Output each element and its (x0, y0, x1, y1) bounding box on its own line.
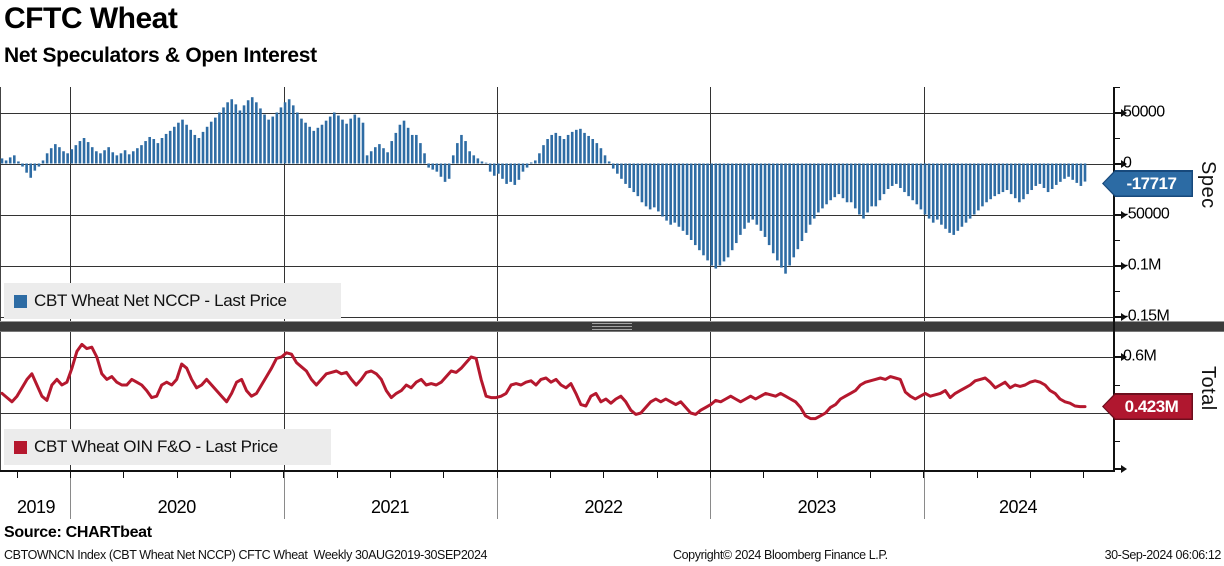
x-minor-tick (763, 472, 765, 478)
y-tick-arrow-icon (1121, 159, 1127, 168)
x-minor-tick (176, 472, 178, 478)
x-minor-tick (336, 472, 338, 478)
x-year-label: 2019 (16, 497, 56, 517)
y-major-tick (1114, 264, 1122, 267)
y-tick-arrow-icon (1121, 312, 1127, 321)
page-subtitle: Net Speculators & Open Interest (4, 44, 317, 67)
legend-spec[interactable]: CBT Wheat Net NCCP - Last Price (4, 283, 341, 319)
total-last-value-text: 0.423M (1103, 394, 1192, 419)
y-major-tick (1114, 315, 1122, 318)
x-minor-tick (16, 472, 18, 478)
legend-spec-label: CBT Wheat Net NCCP - Last Price (34, 291, 287, 310)
y-major-tick (1114, 213, 1122, 216)
y-tick-arrow-icon (1121, 353, 1127, 361)
y-minor-tick (1114, 441, 1120, 442)
x-minor-tick (656, 472, 658, 478)
x-minor-tick (816, 472, 818, 478)
timestamp: 30-Sep-2024 06:06:12 (1104, 548, 1222, 562)
spec-last-value-text: -17717 (1103, 171, 1192, 196)
gridline-h (0, 316, 1113, 318)
x-minor-tick (869, 472, 871, 478)
x-minor-tick (1083, 472, 1085, 478)
y-major-tick (1114, 162, 1122, 165)
x-minor-tick (1029, 472, 1031, 478)
y-minor-tick (1114, 138, 1120, 139)
year-separator (497, 471, 498, 519)
gridline-h (0, 265, 1113, 267)
x-minor-tick (443, 472, 445, 478)
gridline-h (0, 112, 1113, 114)
y-tick-arrow-icon (1121, 261, 1127, 270)
x-year-label: 2020 (157, 497, 197, 517)
x-minor-tick (550, 472, 551, 478)
y-tick-label: 50000 (1123, 103, 1165, 121)
y-tick-label: 0 (1123, 154, 1132, 172)
copyright-note: Copyright© 2024 Bloomberg Finance L.P. (673, 548, 888, 562)
y-tick-arrow-icon (1121, 108, 1127, 117)
x-minor-tick (923, 472, 925, 478)
x-minor-tick (230, 472, 232, 478)
y-tick-label: -50000 (1123, 205, 1170, 223)
legend-total[interactable]: CBT Wheat OIN F&O - Last Price (4, 429, 331, 465)
gridline-h (0, 413, 1113, 414)
year-separator (710, 471, 711, 519)
panel-divider-grip[interactable] (592, 323, 632, 330)
right-axis-line (1113, 87, 1115, 472)
spec-last-value-badge: -17717 (1102, 170, 1193, 197)
spec-axis-title: Spec (1197, 161, 1219, 209)
legend-spec-swatch-icon (14, 294, 27, 308)
legend-total-swatch-icon (14, 440, 27, 454)
year-separator (283, 471, 285, 519)
x-year-label: 2023 (797, 497, 837, 517)
y-major-tick (1114, 468, 1122, 470)
y-major-tick (1114, 356, 1122, 358)
y-tick-label: -0.1M (1123, 256, 1162, 274)
spec-bar-chart (0, 97, 1087, 274)
page-title: CFTC Wheat (4, 2, 178, 35)
gridline-v (710, 87, 711, 470)
x-minor-tick (390, 472, 391, 478)
x-minor-tick (603, 472, 605, 478)
gridline-v (283, 87, 285, 470)
gridline-h (0, 163, 1113, 165)
y-major-tick (1114, 111, 1122, 114)
total-line-chart (0, 342, 1087, 421)
y-minor-tick (1114, 87, 1120, 88)
gridline-v (497, 87, 498, 470)
y-minor-tick (1114, 385, 1120, 386)
y-tick-label: 0.6M (1123, 347, 1157, 365)
x-minor-tick (496, 472, 498, 478)
year-separator (70, 471, 71, 519)
gridline-h (0, 357, 1113, 358)
x-minor-tick (709, 472, 711, 478)
x-year-label: 2024 (998, 497, 1038, 517)
x-year-label: 2021 (370, 497, 410, 517)
x-minor-tick (283, 472, 285, 478)
total-axis-title: Total (1197, 366, 1219, 411)
x-axis-line (0, 470, 1114, 472)
plot-left-border (0, 87, 1, 470)
source-note: Source: CHARTbeat (4, 524, 152, 541)
legend-total-label: CBT Wheat OIN F&O - Last Price (34, 437, 278, 456)
year-separator (923, 471, 925, 519)
x-minor-tick (123, 472, 125, 478)
x-year-label: 2022 (584, 497, 623, 517)
x-minor-tick (976, 472, 978, 478)
gridline-v (70, 87, 71, 470)
y-minor-tick (1114, 240, 1120, 241)
ticker-description: CBTOWNCN Index (CBT Wheat Net NCCP) CFTC… (4, 548, 488, 562)
y-tick-arrow-icon (1121, 210, 1127, 219)
gridline-h (0, 214, 1113, 216)
total-last-value-badge: 0.423M (1102, 393, 1193, 420)
y-tick-arrow-icon (1121, 465, 1127, 473)
y-tick-label: -0.15M (1123, 307, 1170, 325)
y-minor-tick (1114, 291, 1120, 292)
gridline-v (923, 87, 925, 470)
x-minor-tick (70, 472, 72, 478)
